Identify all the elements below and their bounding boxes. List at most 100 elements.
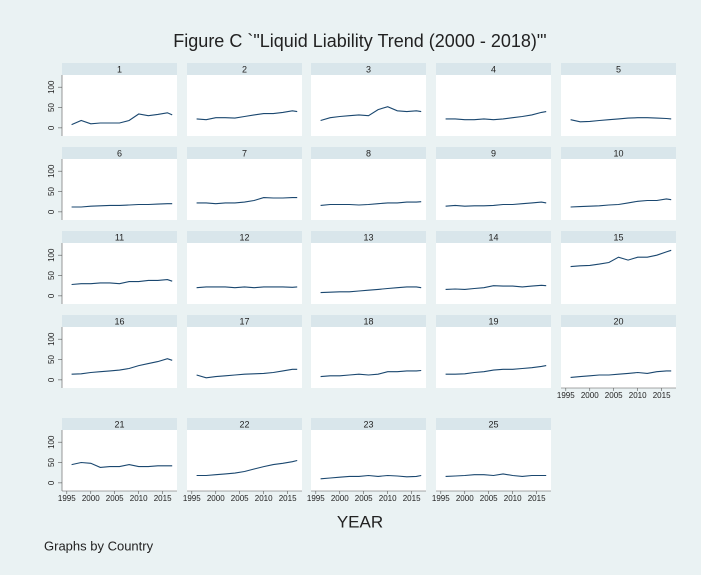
panel-title: 3 (366, 64, 371, 74)
series-line (445, 473, 547, 477)
x-tick-label: 2005 (106, 494, 124, 503)
x-tick-label: 2010 (130, 494, 148, 503)
x-tick-label: 1995 (183, 494, 201, 503)
plot-area (311, 159, 426, 220)
y-tick-label: 0 (47, 125, 56, 130)
panel-title: 11 (115, 232, 124, 242)
x-tick-label: 2015 (279, 494, 297, 503)
panel-strip (311, 315, 426, 327)
plot-area (62, 159, 177, 220)
panel-title: 16 (114, 316, 124, 326)
panel-title: 13 (363, 232, 373, 242)
panel-strip (311, 147, 426, 159)
panel-strip (187, 315, 302, 327)
x-axis-label: YEAR (337, 512, 383, 531)
x-tick-label: 2005 (480, 494, 498, 503)
series-line (71, 203, 173, 208)
panel-strip (436, 147, 551, 159)
panel-title: 19 (488, 316, 498, 326)
panel-title: 15 (613, 232, 623, 242)
panel-strip (62, 231, 177, 243)
series-line (445, 365, 547, 375)
panel-title: 20 (613, 316, 623, 326)
panel-strip (561, 315, 676, 327)
x-tick-label: 2000 (331, 494, 349, 503)
panel-strip (187, 231, 302, 243)
y-tick-label: 50 (47, 271, 56, 280)
x-tick-label: 2000 (82, 494, 100, 503)
y-tick-label: 100 (47, 435, 56, 449)
panel-title: 22 (239, 419, 249, 429)
series-line (320, 106, 422, 122)
panel-strip (436, 63, 551, 75)
series-line (320, 474, 422, 480)
x-tick-label: 2005 (231, 494, 249, 503)
series-line (71, 461, 173, 468)
panel-strip (62, 63, 177, 75)
series-line (71, 112, 173, 126)
plot-area (436, 75, 551, 136)
series-line (196, 197, 298, 205)
panel-strip (311, 231, 426, 243)
plot-area (62, 430, 177, 491)
plot-area (436, 159, 551, 220)
y-tick-label: 0 (47, 480, 56, 485)
panel-strip (436, 418, 551, 430)
panel-title: 9 (491, 148, 496, 158)
chart-title: Figure C `"Liquid Liability Trend (2000 … (173, 31, 546, 51)
y-tick-label: 100 (47, 164, 56, 178)
plot-area (561, 327, 676, 388)
panel-title: 6 (117, 148, 122, 158)
panel-title: 18 (363, 316, 373, 326)
plot-area (62, 75, 177, 136)
y-tick-label: 100 (47, 332, 56, 346)
series-line (71, 279, 173, 286)
series-line (196, 286, 298, 289)
x-tick-label: 2005 (605, 391, 623, 400)
series-line (320, 286, 422, 294)
series-line (445, 111, 547, 121)
x-tick-label: 2015 (403, 494, 421, 503)
y-tick-label: 0 (47, 377, 56, 382)
panel-strip (187, 418, 302, 430)
series-line (196, 368, 298, 379)
panel-strip (436, 231, 551, 243)
x-tick-label: 2010 (379, 494, 397, 503)
plot-area (187, 430, 302, 491)
plot-area (187, 75, 302, 136)
series-line (570, 370, 672, 378)
x-tick-label: 2015 (528, 494, 546, 503)
panel-title: 5 (616, 64, 621, 74)
series-line (570, 249, 672, 268)
panel-strip (311, 63, 426, 75)
panel-title: 10 (613, 148, 623, 158)
x-tick-label: 2015 (653, 391, 671, 400)
y-tick-label: 0 (47, 293, 56, 298)
panel-title: 2 (242, 64, 247, 74)
series-line (71, 358, 173, 375)
y-tick-label: 50 (47, 103, 56, 112)
plot-area (311, 430, 426, 491)
y-tick-label: 0 (47, 209, 56, 214)
panel-title: 17 (239, 316, 249, 326)
panel-title: 8 (366, 148, 371, 158)
panel-strip (436, 315, 551, 327)
plot-area (311, 243, 426, 304)
panel-title: 4 (491, 64, 496, 74)
panel-strip (561, 63, 676, 75)
panel-strip (561, 147, 676, 159)
x-tick-label: 2000 (207, 494, 225, 503)
x-tick-label: 2015 (154, 494, 172, 503)
y-tick-label: 50 (47, 187, 56, 196)
x-tick-label: 2010 (255, 494, 273, 503)
x-tick-label: 2010 (629, 391, 647, 400)
series-line (445, 201, 547, 207)
panel-title: 14 (488, 232, 498, 242)
plot-area (187, 159, 302, 220)
panel-title: 25 (488, 419, 498, 429)
plot-area (187, 243, 302, 304)
plot-area (436, 243, 551, 304)
panel-strip (187, 147, 302, 159)
series-line (570, 198, 672, 208)
panel-title: 12 (239, 232, 249, 242)
